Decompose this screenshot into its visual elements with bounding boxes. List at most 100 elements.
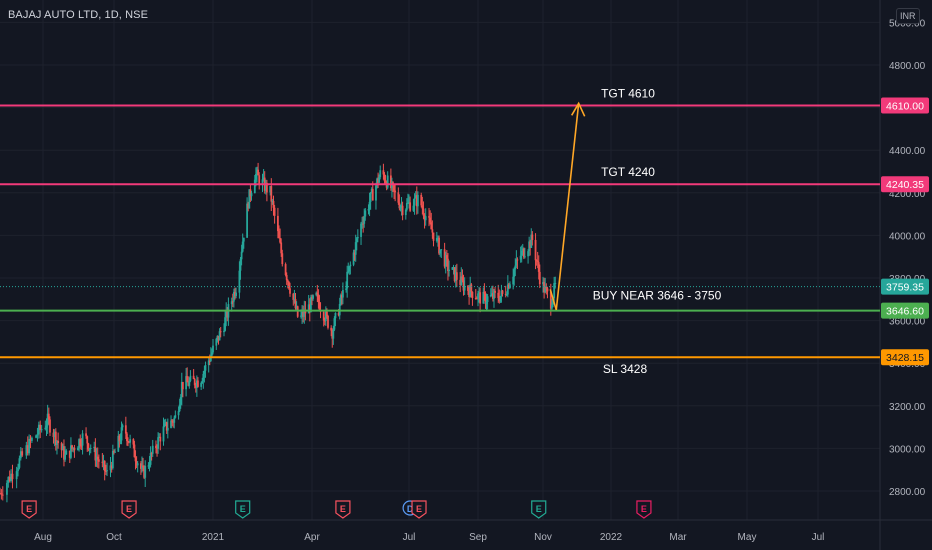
currency-badge[interactable]: INR xyxy=(896,8,920,24)
candle-body xyxy=(68,450,71,458)
candle-body xyxy=(326,311,328,316)
candle-body xyxy=(96,456,99,460)
candle-body xyxy=(310,297,312,312)
earnings-marker[interactable]: E xyxy=(335,500,351,519)
earnings-marker[interactable]: E xyxy=(411,500,427,519)
candle-body xyxy=(246,203,248,238)
candle-body xyxy=(239,259,242,271)
candle-body xyxy=(289,288,291,294)
time-tick-label: May xyxy=(738,532,757,543)
candle-body xyxy=(47,413,50,420)
candle-body xyxy=(174,415,177,418)
candle-body xyxy=(17,467,19,472)
candle-body xyxy=(370,188,373,193)
candle-body xyxy=(77,447,79,451)
time-axis[interactable]: Aug Oct 2021 Apr Jul Sep Nov 2022 Mar May Jul xyxy=(34,532,824,543)
symbol-title[interactable]: BAJAJ AUTO LTD, 1D, NSE xyxy=(8,9,149,21)
level-price-tag-bg xyxy=(881,176,929,193)
candle-body xyxy=(423,215,426,221)
candle-body xyxy=(315,292,318,296)
candle-body xyxy=(431,229,434,233)
candle-body xyxy=(483,291,486,294)
candle-body xyxy=(398,202,401,209)
candle-body xyxy=(248,189,251,209)
candle-body xyxy=(280,242,283,254)
candle-body xyxy=(302,311,305,317)
candle-body xyxy=(189,375,192,381)
candle-body xyxy=(197,380,199,387)
earnings-marker[interactable]: E xyxy=(636,500,652,519)
candle-body xyxy=(156,448,158,450)
candle-body xyxy=(455,272,458,280)
candle-body xyxy=(15,471,18,480)
candle-body xyxy=(554,282,557,284)
candle-body xyxy=(215,338,218,346)
candle-body xyxy=(412,205,415,211)
level-price-tag: 3646.60 xyxy=(886,306,924,318)
candle-body xyxy=(266,182,268,193)
candle-body xyxy=(346,271,349,289)
candle-body xyxy=(165,422,168,431)
candle-body xyxy=(379,170,382,178)
projection-arrow[interactable] xyxy=(549,101,586,311)
candle-body xyxy=(127,441,129,443)
candle-body xyxy=(448,269,450,272)
candle-body xyxy=(272,200,275,208)
price-tick-label: 4800.00 xyxy=(889,61,926,72)
candle-body xyxy=(368,201,371,210)
horizontal-levels[interactable]: TGT 4610 TGT 4240 BUY NEAR 3646 - 3750 SL 3… xyxy=(0,86,880,376)
candle-body xyxy=(46,413,49,426)
candle-body xyxy=(536,261,539,263)
candle-body xyxy=(307,304,310,314)
candle-body xyxy=(543,282,546,293)
candle-body xyxy=(500,290,503,296)
candle-body xyxy=(527,251,529,257)
time-tick-label: Oct xyxy=(106,532,122,543)
candle-body xyxy=(226,309,229,318)
candle-body xyxy=(318,302,321,311)
candle-body xyxy=(225,309,228,318)
candle-body xyxy=(61,446,64,451)
event-letter: E xyxy=(240,504,246,514)
candle-body xyxy=(435,238,438,241)
candle-body xyxy=(490,293,493,296)
candle-body xyxy=(39,424,42,431)
candle-body xyxy=(482,291,485,304)
candle-body xyxy=(355,238,358,243)
candle-body xyxy=(155,445,157,449)
time-tick-label: Jul xyxy=(812,532,825,543)
candle-body xyxy=(542,282,544,285)
earnings-marker[interactable]: E xyxy=(21,500,37,519)
candle-body xyxy=(87,443,90,450)
candle-body xyxy=(308,304,311,312)
candle-body xyxy=(459,279,462,285)
candle-body xyxy=(177,411,180,416)
candle-body xyxy=(534,239,537,261)
candle-body xyxy=(235,292,237,296)
earnings-marker[interactable]: E xyxy=(235,500,251,519)
candle-body xyxy=(375,185,377,201)
level-price-tag: 4240.35 xyxy=(886,179,924,191)
candle-body xyxy=(407,202,409,204)
candle-body xyxy=(515,259,518,266)
candle-body xyxy=(118,435,121,442)
earnings-marker[interactable]: E xyxy=(531,500,547,519)
candle-body xyxy=(209,355,212,362)
earnings-marker[interactable]: E xyxy=(121,500,137,519)
candle-body xyxy=(188,380,191,386)
candle-body xyxy=(324,311,327,322)
candle-body xyxy=(301,311,303,316)
candle-body xyxy=(150,453,153,455)
price-axis[interactable]: 2800.003000.003200.003400.003600.003800.… xyxy=(881,18,929,498)
candle-body xyxy=(440,249,443,251)
price-tick-label: 3600.00 xyxy=(889,317,926,328)
candle-body xyxy=(37,424,40,435)
candle-body xyxy=(140,463,142,469)
candle-body xyxy=(157,437,160,449)
candle-body xyxy=(6,482,8,495)
candle-body xyxy=(292,293,295,300)
candle-body xyxy=(10,473,12,481)
